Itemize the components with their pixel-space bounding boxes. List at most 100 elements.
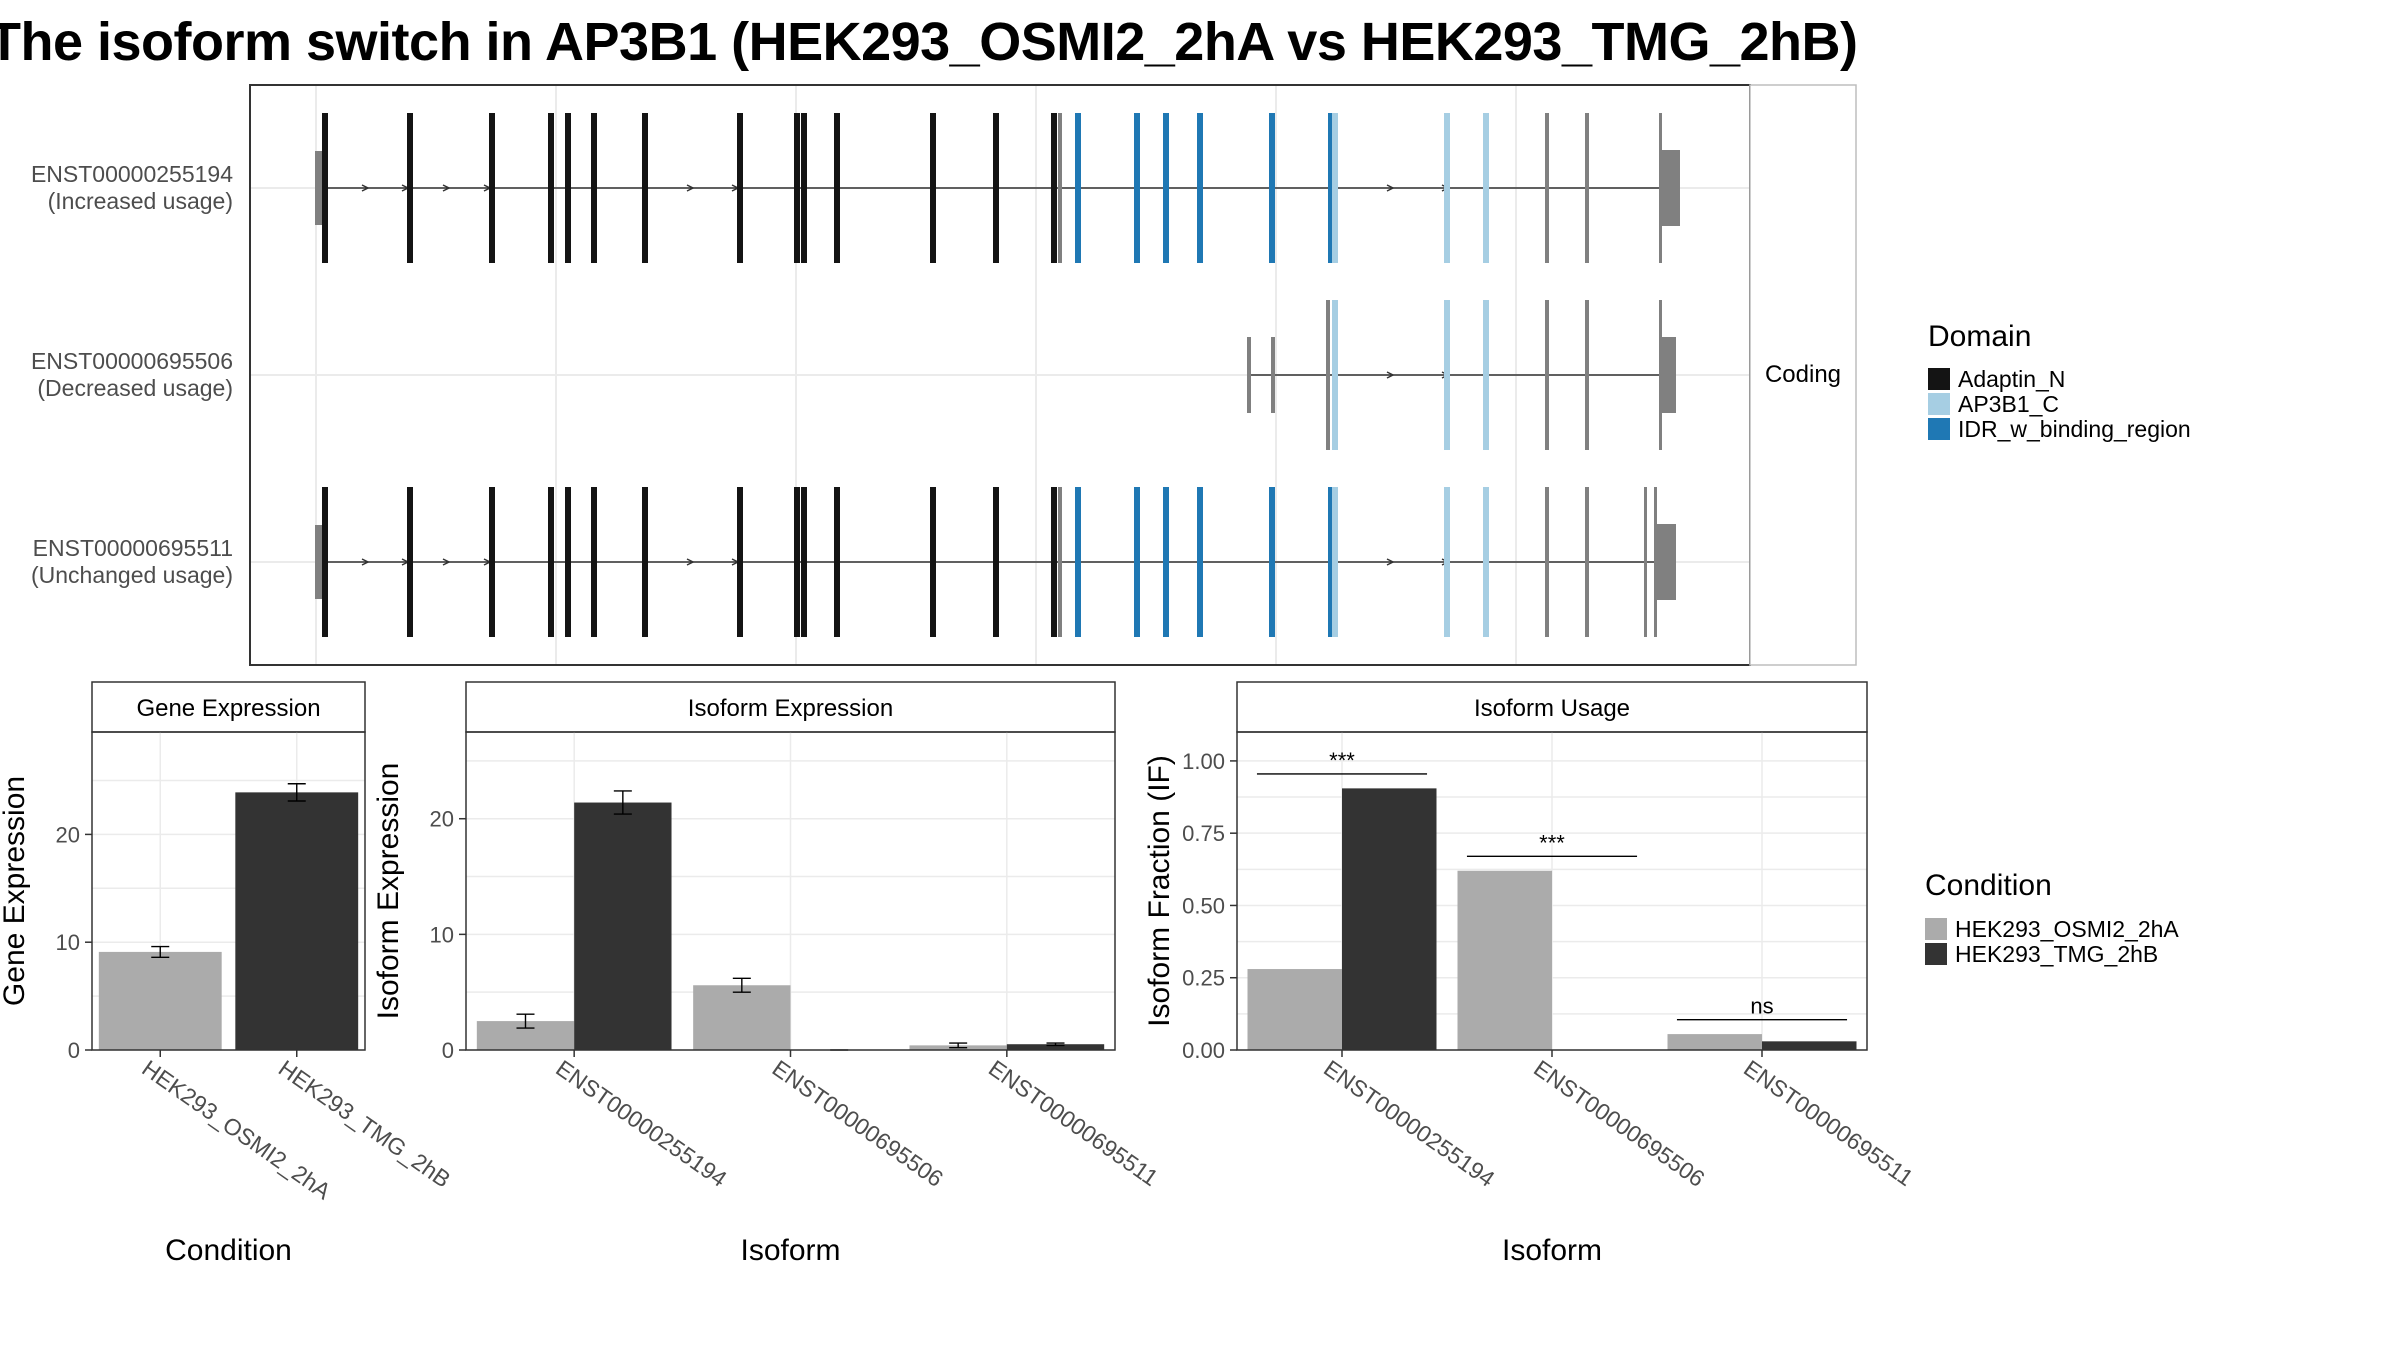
error-bar — [1046, 1042, 1065, 1047]
isoform-expression-panel: Isoform Expression 0 10 20 ENST00000255194 EN… — [372, 681, 1163, 1267]
utr-end-block — [1656, 524, 1676, 600]
exon-Adaptin_N — [1051, 113, 1057, 263]
exon-Adaptin_N — [794, 113, 800, 263]
panel-title: Gene Expression — [136, 695, 320, 722]
bar — [1762, 1041, 1857, 1050]
y-tick-label: 1.00 — [1182, 749, 1225, 774]
exon-IDR_w_binding_region — [1163, 487, 1169, 637]
x-tick-label: ENST00000255194 — [1319, 1055, 1500, 1192]
strand-arrow — [1386, 558, 1395, 566]
transcript-structure-panel: Coding ENST00000255194(Increased usage)E… — [31, 84, 1857, 666]
bar — [693, 985, 791, 1050]
exon-IDR_w_binding_region — [1075, 113, 1081, 263]
y-tick-label: 10 — [56, 930, 80, 955]
transcript-usage-label: (Unchanged usage) — [31, 562, 233, 588]
y-tick-label: 0 — [68, 1038, 80, 1063]
exon-Adaptin_N — [591, 487, 597, 637]
strand-arrow — [361, 558, 370, 566]
utr-end-block — [1661, 337, 1676, 413]
bar — [1667, 1034, 1762, 1050]
strand-arrow — [686, 184, 695, 192]
exon-AP3B1_C — [1444, 300, 1450, 450]
utr-end-block — [1661, 150, 1680, 226]
exon-AP3B1_C — [1332, 300, 1338, 450]
strand-arrow — [442, 558, 451, 566]
panel-title-strip — [465, 681, 1116, 733]
error-bar — [151, 945, 170, 958]
legend-key-condition — [1925, 918, 1947, 940]
exon-plain — [1271, 337, 1275, 413]
exon-Adaptin_N — [565, 113, 571, 263]
exon-Adaptin_N — [993, 487, 999, 637]
condition-legend-label: HEK293_TMG_2hB — [1955, 941, 2158, 967]
transcript-usage-label: (Increased usage) — [48, 188, 233, 214]
x-tick-label: ENST00000695511 — [1739, 1055, 1918, 1191]
error-bar — [287, 783, 306, 802]
exon-AP3B1_C — [1444, 113, 1450, 263]
exon-plain — [1326, 300, 1330, 450]
exon-Adaptin_N — [565, 487, 571, 637]
significance-label: ns — [1750, 994, 1773, 1019]
exon-plain — [1585, 487, 1589, 637]
domain-legend-label: IDR_w_binding_region — [1958, 416, 2191, 442]
x-tick-label: ENST00000695506 — [1529, 1055, 1709, 1192]
bar — [1247, 969, 1342, 1050]
error-bar — [732, 977, 751, 993]
x-tick-label: ENST00000695506 — [768, 1055, 948, 1192]
y-tick-label: 0.00 — [1182, 1038, 1225, 1063]
transcript-usage-label: (Decreased usage) — [37, 375, 233, 401]
bar — [98, 951, 222, 1050]
bar — [1342, 788, 1437, 1050]
exon-Adaptin_N — [489, 113, 495, 263]
domain-legend: Domain Adaptin_NAP3B1_CIDR_w_binding_regi… — [1928, 320, 2191, 442]
transcript-row: ENST00000695506(Decreased usage) — [31, 300, 1676, 450]
exon-plain — [1654, 487, 1657, 637]
exon-Adaptin_N — [930, 487, 936, 637]
exon-IDR_w_binding_region — [1328, 113, 1334, 263]
exon-Adaptin_N — [801, 113, 807, 263]
transcript-id-label: ENST00000255194 — [31, 161, 233, 187]
panel-title: Isoform Expression — [688, 695, 893, 722]
exon-IDR_w_binding_region — [1075, 487, 1081, 637]
exon-Adaptin_N — [930, 113, 936, 263]
x-tick-label: ENST00000695511 — [984, 1055, 1163, 1191]
y-tick-label: 20 — [56, 822, 80, 847]
transcript-id-label: ENST00000695511 — [33, 535, 233, 561]
exon-plain — [1545, 487, 1549, 637]
exon-IDR_w_binding_region — [1197, 113, 1203, 263]
x-axis-title: Isoform — [740, 1234, 840, 1267]
structure-facet-label: Coding — [1765, 361, 1841, 388]
legend-key-AP3B1_C — [1928, 393, 1950, 415]
strand-arrow — [361, 184, 370, 192]
bar — [235, 792, 359, 1050]
transcript-id-label: ENST00000695506 — [31, 348, 233, 374]
legend-key-Adaptin_N — [1928, 368, 1950, 390]
y-axis-title: Gene Expression — [0, 776, 31, 1006]
panel-title-strip — [1236, 681, 1868, 733]
exon-plain — [1585, 113, 1589, 263]
strand-arrow — [1386, 184, 1395, 192]
error-bar — [613, 790, 632, 815]
exon-IDR_w_binding_region — [1269, 487, 1275, 637]
exon-plain — [1058, 487, 1062, 637]
exon-Adaptin_N — [737, 113, 743, 263]
condition-legend-label: HEK293_OSMI2_2hA — [1955, 916, 2179, 942]
legend-key-IDR_w_binding_region — [1928, 418, 1950, 440]
exon-IDR_w_binding_region — [1197, 487, 1203, 637]
strand-arrow — [442, 184, 451, 192]
utr-start-block — [315, 151, 325, 225]
exon-Adaptin_N — [322, 113, 328, 263]
exon-AP3B1_C — [1483, 113, 1489, 263]
exon-Adaptin_N — [407, 113, 413, 263]
transcript-rows: ENST00000255194(Increased usage) ENST0000… — [31, 113, 1680, 637]
exon-Adaptin_N — [548, 487, 554, 637]
domain-legend-label: AP3B1_C — [1958, 391, 2059, 417]
x-axis-title: Condition — [165, 1234, 292, 1267]
exon-Adaptin_N — [834, 113, 840, 263]
exon-plain — [1659, 300, 1662, 450]
exon-IDR_w_binding_region — [1163, 113, 1169, 263]
exon-plain — [1659, 113, 1662, 263]
y-axis-title: Isoform Fraction (IF) — [1143, 755, 1176, 1027]
